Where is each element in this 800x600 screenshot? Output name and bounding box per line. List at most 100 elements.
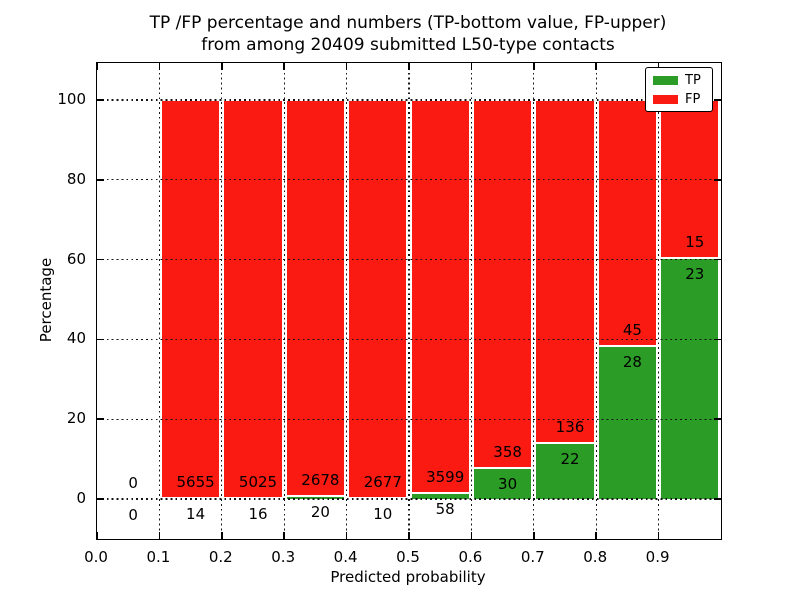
y-tick-mark-left: [97, 418, 104, 420]
x-tick-label: 0.1: [146, 548, 171, 566]
fp-bar-segment: [410, 100, 470, 493]
x-tick-label: 0.7: [520, 548, 545, 566]
chart-title-line1: TP /FP percentage and numbers (TP-bottom…: [149, 13, 667, 33]
fp-bar-segment: [285, 100, 346, 497]
y-tick-mark-left: [97, 338, 104, 341]
x-tick-mark-top: [595, 63, 597, 70]
fp-legend-swatch: [653, 95, 678, 104]
x-tick-mark-top: [533, 63, 535, 70]
x-tick-mark-top: [408, 63, 410, 70]
x-tick-mark-top: [470, 63, 473, 70]
x-tick-mark-bottom: [595, 532, 597, 539]
gridline-vertical: [345, 63, 348, 539]
y-tick-mark-right: [714, 258, 721, 261]
fp-bar-segment: [472, 100, 533, 469]
fp-count-label: 5655: [176, 473, 215, 491]
fp-count-label: 2678: [301, 471, 340, 490]
x-tick-mark-bottom: [408, 532, 410, 539]
plot-area: 0 0 5655 14 5025 16 2678 20 2677 10 3599 58 358 30 136…: [96, 62, 722, 540]
tp-count-label: 22: [560, 450, 580, 469]
y-tick-label: 0: [76, 489, 86, 507]
x-axis-label: Predicted probability: [330, 568, 486, 586]
y-tick-mark-right: [714, 99, 721, 101]
gridline-vertical: [408, 63, 410, 539]
fp-count-label: 3599: [426, 467, 465, 486]
tp-count-label: 16: [248, 504, 268, 523]
x-tick-mark-bottom: [221, 532, 223, 539]
fp-count-label: 136: [555, 418, 585, 437]
tp-bar-segment: [597, 345, 658, 499]
fp-count-label: 2677: [363, 472, 402, 491]
x-tick-label: 0.2: [208, 548, 233, 566]
x-tick-label: 0.0: [84, 548, 108, 566]
x-tick-label: 0.8: [583, 548, 608, 566]
legend-label: FP: [685, 92, 701, 107]
gridline-vertical: [221, 63, 223, 539]
x-tick-label: 0.9: [645, 548, 670, 566]
tp-count-label: 58: [435, 499, 455, 518]
tp-count-label: 0: [128, 506, 138, 524]
chart-title-line2: from among 20409 submitted L50-type cont…: [201, 35, 615, 55]
y-tick-label: 60: [66, 249, 86, 268]
x-tick-mark-bottom: [470, 532, 473, 539]
tp-count-label: 30: [498, 475, 518, 494]
x-tick-mark-top: [96, 63, 98, 70]
y-tick-label: 100: [57, 90, 86, 108]
x-tick-label: 0.4: [333, 548, 358, 566]
y-tick-mark-right: [714, 418, 721, 420]
y-tick-mark-left: [97, 99, 104, 101]
y-tick-mark-right: [714, 338, 721, 341]
fp-bar-segment: [535, 100, 595, 444]
tp-legend-swatch: [653, 76, 678, 85]
legend: TP FP: [645, 67, 713, 112]
gridline-vertical: [470, 63, 473, 539]
fp-bar-segment: [160, 100, 221, 498]
y-tick-mark-left: [97, 498, 104, 500]
gridline-vertical: [595, 63, 597, 539]
y-tick-mark-right: [714, 498, 721, 500]
x-tick-mark-bottom: [533, 532, 535, 539]
x-tick-mark-bottom: [283, 532, 285, 539]
fp-count-label: 358: [493, 443, 522, 462]
gridline-vertical: [158, 63, 161, 539]
x-tick-label: 0.6: [458, 548, 483, 566]
y-tick-label: 40: [66, 329, 86, 348]
x-tick-mark-bottom: [657, 532, 660, 539]
gridline-vertical: [657, 63, 660, 539]
y-tick-label: 20: [66, 409, 86, 428]
x-tick-mark-top: [283, 63, 285, 70]
fp-bar-segment: [223, 100, 283, 498]
x-tick-mark-bottom: [158, 532, 161, 539]
chart-title: TP /FP percentage and numbers (TP-bottom…: [96, 12, 720, 56]
tp-count-label: 10: [373, 504, 393, 523]
x-tick-mark-top: [345, 63, 348, 70]
tp-count-label: 28: [622, 352, 642, 371]
legend-item-fp: FP: [653, 93, 706, 106]
gridline-vertical: [283, 63, 285, 539]
tp-bar-segment: [535, 443, 595, 499]
legend-label: TP: [685, 73, 701, 88]
tp-count-label: 20: [310, 503, 330, 522]
fp-count-label: 45: [622, 320, 642, 339]
tp-bar-segment: [472, 468, 533, 499]
tp-bar-segment: [410, 492, 470, 499]
x-tick-mark-top: [221, 63, 223, 70]
fp-count-label: 5025: [238, 472, 278, 491]
tp-count-label: 23: [685, 264, 705, 283]
tp-bar-segment: [285, 496, 346, 499]
tp-bar-segment: [660, 257, 720, 499]
tp-bar-segment: [348, 497, 408, 499]
y-tick-label: 80: [66, 169, 86, 188]
x-tick-mark-top: [158, 63, 161, 70]
y-tick-mark-left: [97, 179, 104, 181]
legend-item-tp: TP: [653, 74, 706, 87]
fp-bar-segment: [348, 100, 408, 498]
fp-bar-segment: [597, 100, 658, 346]
x-tick-label: 0.3: [271, 548, 296, 566]
fp-count-label: 0: [128, 474, 138, 492]
gridline-vertical: [533, 63, 535, 539]
x-tick-mark-bottom: [96, 532, 98, 539]
y-tick-mark-left: [97, 258, 104, 261]
x-tick-mark-bottom: [345, 532, 348, 539]
